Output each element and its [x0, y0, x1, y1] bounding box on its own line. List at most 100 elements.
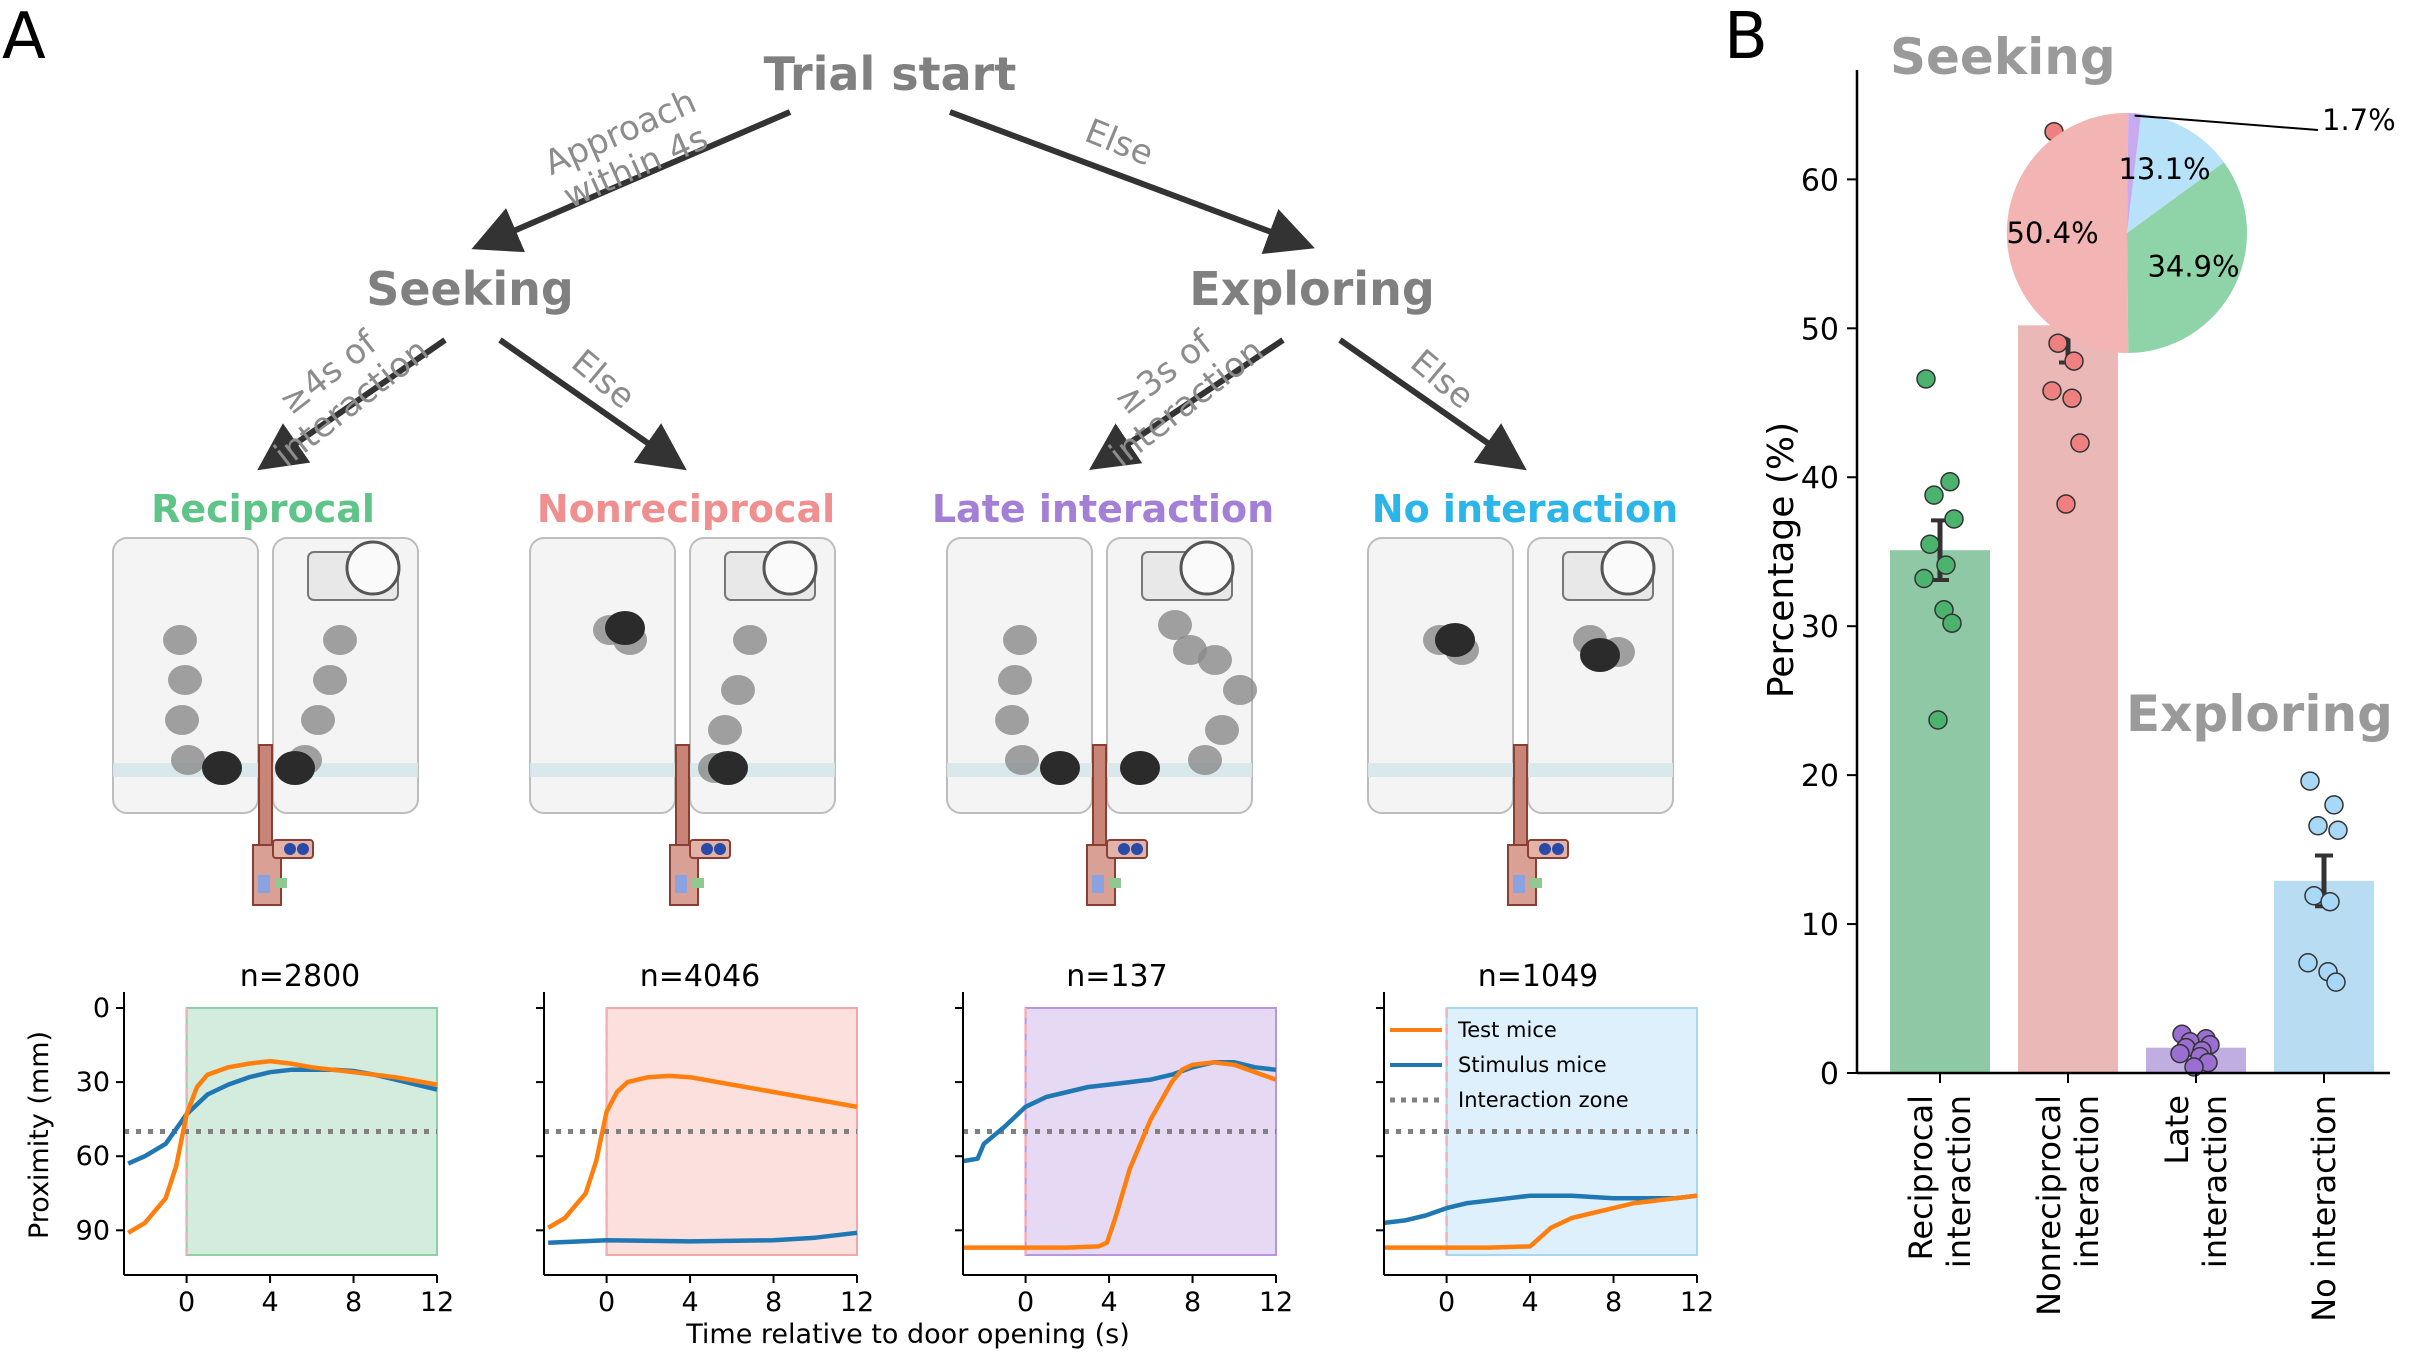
outcome-label-late: Late interaction	[932, 487, 1274, 531]
outcome-label-reciprocal: Reciprocal	[151, 487, 375, 531]
tree-root-label: Trial start	[764, 47, 1017, 101]
mouse-ghost	[721, 675, 755, 705]
arrow-to-nointeraction	[1338, 337, 1527, 471]
bar-0	[1890, 550, 1990, 1073]
data-point	[2048, 333, 2068, 353]
pie-label: 13.1%	[2118, 152, 2210, 186]
arrow-to-seeking	[471, 109, 792, 253]
data-point	[2328, 820, 2348, 840]
arrow-to-late	[1089, 337, 1285, 471]
mouse-ghost	[313, 665, 347, 695]
trace-x-tick-label: 4	[261, 1287, 278, 1318]
bar-category-label: interaction	[2196, 1095, 2234, 1268]
n-label-nonreciprocal: n=4046	[640, 959, 761, 994]
pie-label: 50.4%	[2007, 216, 2099, 250]
rule-nointeraction: Else	[1403, 342, 1482, 417]
trace-x-tick-label: 12	[1259, 1287, 1293, 1318]
trace-y-tick-label: 30	[76, 1067, 110, 1098]
arena-2	[946, 537, 1257, 906]
arena-1	[529, 537, 836, 906]
trace-x-tick-label: 8	[1184, 1287, 1201, 1318]
outcome-label-nonreciprocal: Nonreciprocal	[537, 487, 835, 531]
trace-x-tick-label: 12	[1680, 1287, 1714, 1318]
trace-y-tick-label: 90	[76, 1215, 110, 1246]
outcome-pie-chart: 50.4% 34.9% 13.1% 1.7%	[2007, 103, 2396, 353]
data-point	[2064, 351, 2084, 371]
mouse-ghost	[708, 715, 742, 745]
mouse-current	[708, 751, 748, 785]
trace-x-tick-label: 4	[681, 1287, 698, 1318]
data-point	[1916, 369, 1936, 389]
data-point	[2056, 494, 2076, 514]
arena-door-window	[675, 875, 687, 893]
arena-3	[1367, 537, 1674, 906]
bar-y-tick-label: 60	[1801, 163, 1839, 198]
trace-panel-0: 0 30 60 90 0 4 8 12	[76, 992, 454, 1318]
data-point	[1942, 613, 1962, 633]
panel-a-letter: A	[2, 0, 46, 74]
post-door-shade	[1024, 1007, 1277, 1256]
arena-motor-dot	[701, 843, 713, 855]
arena-motor-dot	[284, 843, 296, 855]
mouse-current	[1120, 751, 1160, 785]
mouse-ghost	[1223, 675, 1257, 705]
rule-reciprocal: ≥4s of interaction	[267, 322, 437, 475]
mouse-current	[1580, 638, 1620, 672]
pie-slice-reciprocal	[2127, 162, 2247, 353]
mouse-ghost	[998, 665, 1032, 695]
mouse-ghost	[1198, 645, 1232, 675]
arena-left-chamber	[529, 537, 676, 814]
legend-label-stimulus: Stimulus mice	[1458, 1053, 1607, 1077]
legend-label-test: Test mice	[1457, 1018, 1557, 1042]
group-label-exploring: Exploring	[2126, 685, 2393, 743]
arena-door-window	[1092, 875, 1104, 893]
mouse-ghost	[323, 625, 357, 655]
post-door-shade	[1445, 1007, 1698, 1256]
arena-right-chamber	[1106, 537, 1253, 814]
mouse-ghost	[163, 625, 197, 655]
data-point	[2170, 1043, 2190, 1064]
bar-1	[2018, 325, 2118, 1074]
trace-x-tick-label: 4	[1100, 1287, 1117, 1318]
trace-x-tick-label: 8	[1605, 1287, 1622, 1318]
mouse-ghost	[301, 705, 335, 735]
pie-slice-nointeraction	[2127, 113, 2224, 233]
arena-door-led	[1109, 878, 1121, 888]
rule-nonreciprocal: Else	[564, 342, 643, 417]
bar-y-tick-label: 50	[1801, 312, 1839, 347]
mouse-ghost	[1158, 610, 1192, 640]
mouse-current	[202, 751, 242, 785]
mouse-ghost	[995, 705, 1029, 735]
proximity-trace-charts: 0 30 60 90 0 4 8 12 0 4 8 12 0 4 8 12 0 4 8 12	[76, 992, 1714, 1318]
trace-panel-3: 0 4 8 12	[1376, 992, 1714, 1318]
pie-label: 34.9%	[2147, 249, 2239, 283]
data-point	[1920, 534, 1940, 555]
data-point	[2042, 381, 2062, 401]
pie-slice-nonreciprocal	[2006, 113, 2129, 353]
rule-late: ≥3s of interaction	[1102, 322, 1272, 475]
mouse-ghost	[1005, 745, 1039, 775]
arena-door-led	[692, 878, 704, 888]
group-label-seeking: Seeking	[1890, 28, 2116, 86]
test-mice-trace	[963, 1060, 1277, 1250]
post-door-shade	[605, 1007, 858, 1256]
mouse-ghost	[1188, 745, 1222, 775]
trace-x-axis-label: Time relative to door opening (s)	[685, 1319, 1129, 1350]
arena-motor-dot	[714, 843, 726, 855]
data-point	[1924, 485, 1944, 505]
arrow-to-exploring	[948, 109, 1315, 254]
bar-y-tick-label: 10	[1801, 908, 1839, 943]
trace-y-axis-label: Proximity (mm)	[24, 1031, 55, 1239]
bar-category-label: Reciprocal	[1902, 1095, 1940, 1260]
pie-label: 1.7%	[2322, 103, 2396, 137]
bar-category-label: No interaction	[2305, 1095, 2343, 1322]
arena-motor-dot	[1552, 843, 1564, 855]
stimulus-mice-trace	[1383, 1193, 1698, 1226]
arrow-to-reciprocal	[257, 337, 447, 471]
n-label-nointeraction: n=1049	[1478, 959, 1599, 994]
arena-motor-dot	[1539, 843, 1551, 855]
data-point	[1914, 568, 1934, 589]
trace-legend: Test mice Stimulus mice Interaction zone	[1390, 1018, 1629, 1112]
mouse-ghost	[1205, 715, 1239, 745]
